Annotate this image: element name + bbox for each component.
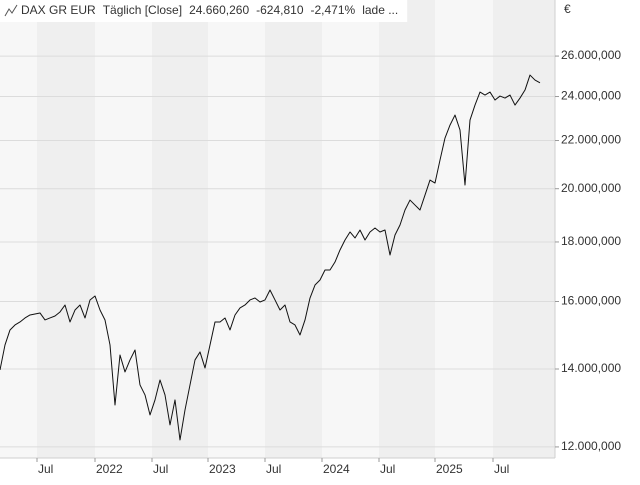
x-tick-label: Jul	[38, 462, 53, 476]
quote-value: -624,810	[256, 3, 304, 17]
y-tick-label: 14.000,000	[561, 361, 621, 375]
y-tick-label: 24.000,000	[561, 89, 621, 103]
quote-value: -2,471%	[311, 3, 356, 17]
x-tick-label: 2025	[436, 462, 463, 476]
x-tick-label: Jul	[153, 462, 168, 476]
period-band	[265, 0, 322, 458]
y-tick-label: 18.000,000	[561, 234, 621, 248]
interval-label: Täglich [Close]	[103, 3, 182, 17]
y-tick-label: 26.000,000	[561, 48, 621, 62]
y-tick-label: 20.000,000	[561, 181, 621, 195]
status-text: lade ...	[362, 3, 398, 17]
quote-value: 24.660,260	[189, 3, 249, 17]
x-tick-label: 2023	[209, 462, 236, 476]
line-icon	[4, 4, 18, 17]
y-axis-unit: €	[564, 2, 571, 16]
y-tick-label: 12.000,000	[561, 439, 621, 453]
x-tick-label: 2022	[96, 462, 123, 476]
period-band	[493, 0, 555, 458]
x-tick-label: 2024	[323, 462, 350, 476]
price-line	[0, 74, 541, 441]
period-band	[152, 0, 208, 458]
period-band	[37, 0, 95, 458]
x-tick-label: Jul	[266, 462, 281, 476]
period-band	[379, 0, 435, 458]
x-tick-label: Jul	[380, 462, 395, 476]
y-tick-label: 22.000,000	[561, 133, 621, 147]
y-tick-label: 16.000,000	[561, 294, 621, 308]
x-tick-label: Jul	[494, 462, 509, 476]
instrument-name: DAX GR EUR	[21, 3, 96, 17]
header-background	[0, 0, 408, 22]
